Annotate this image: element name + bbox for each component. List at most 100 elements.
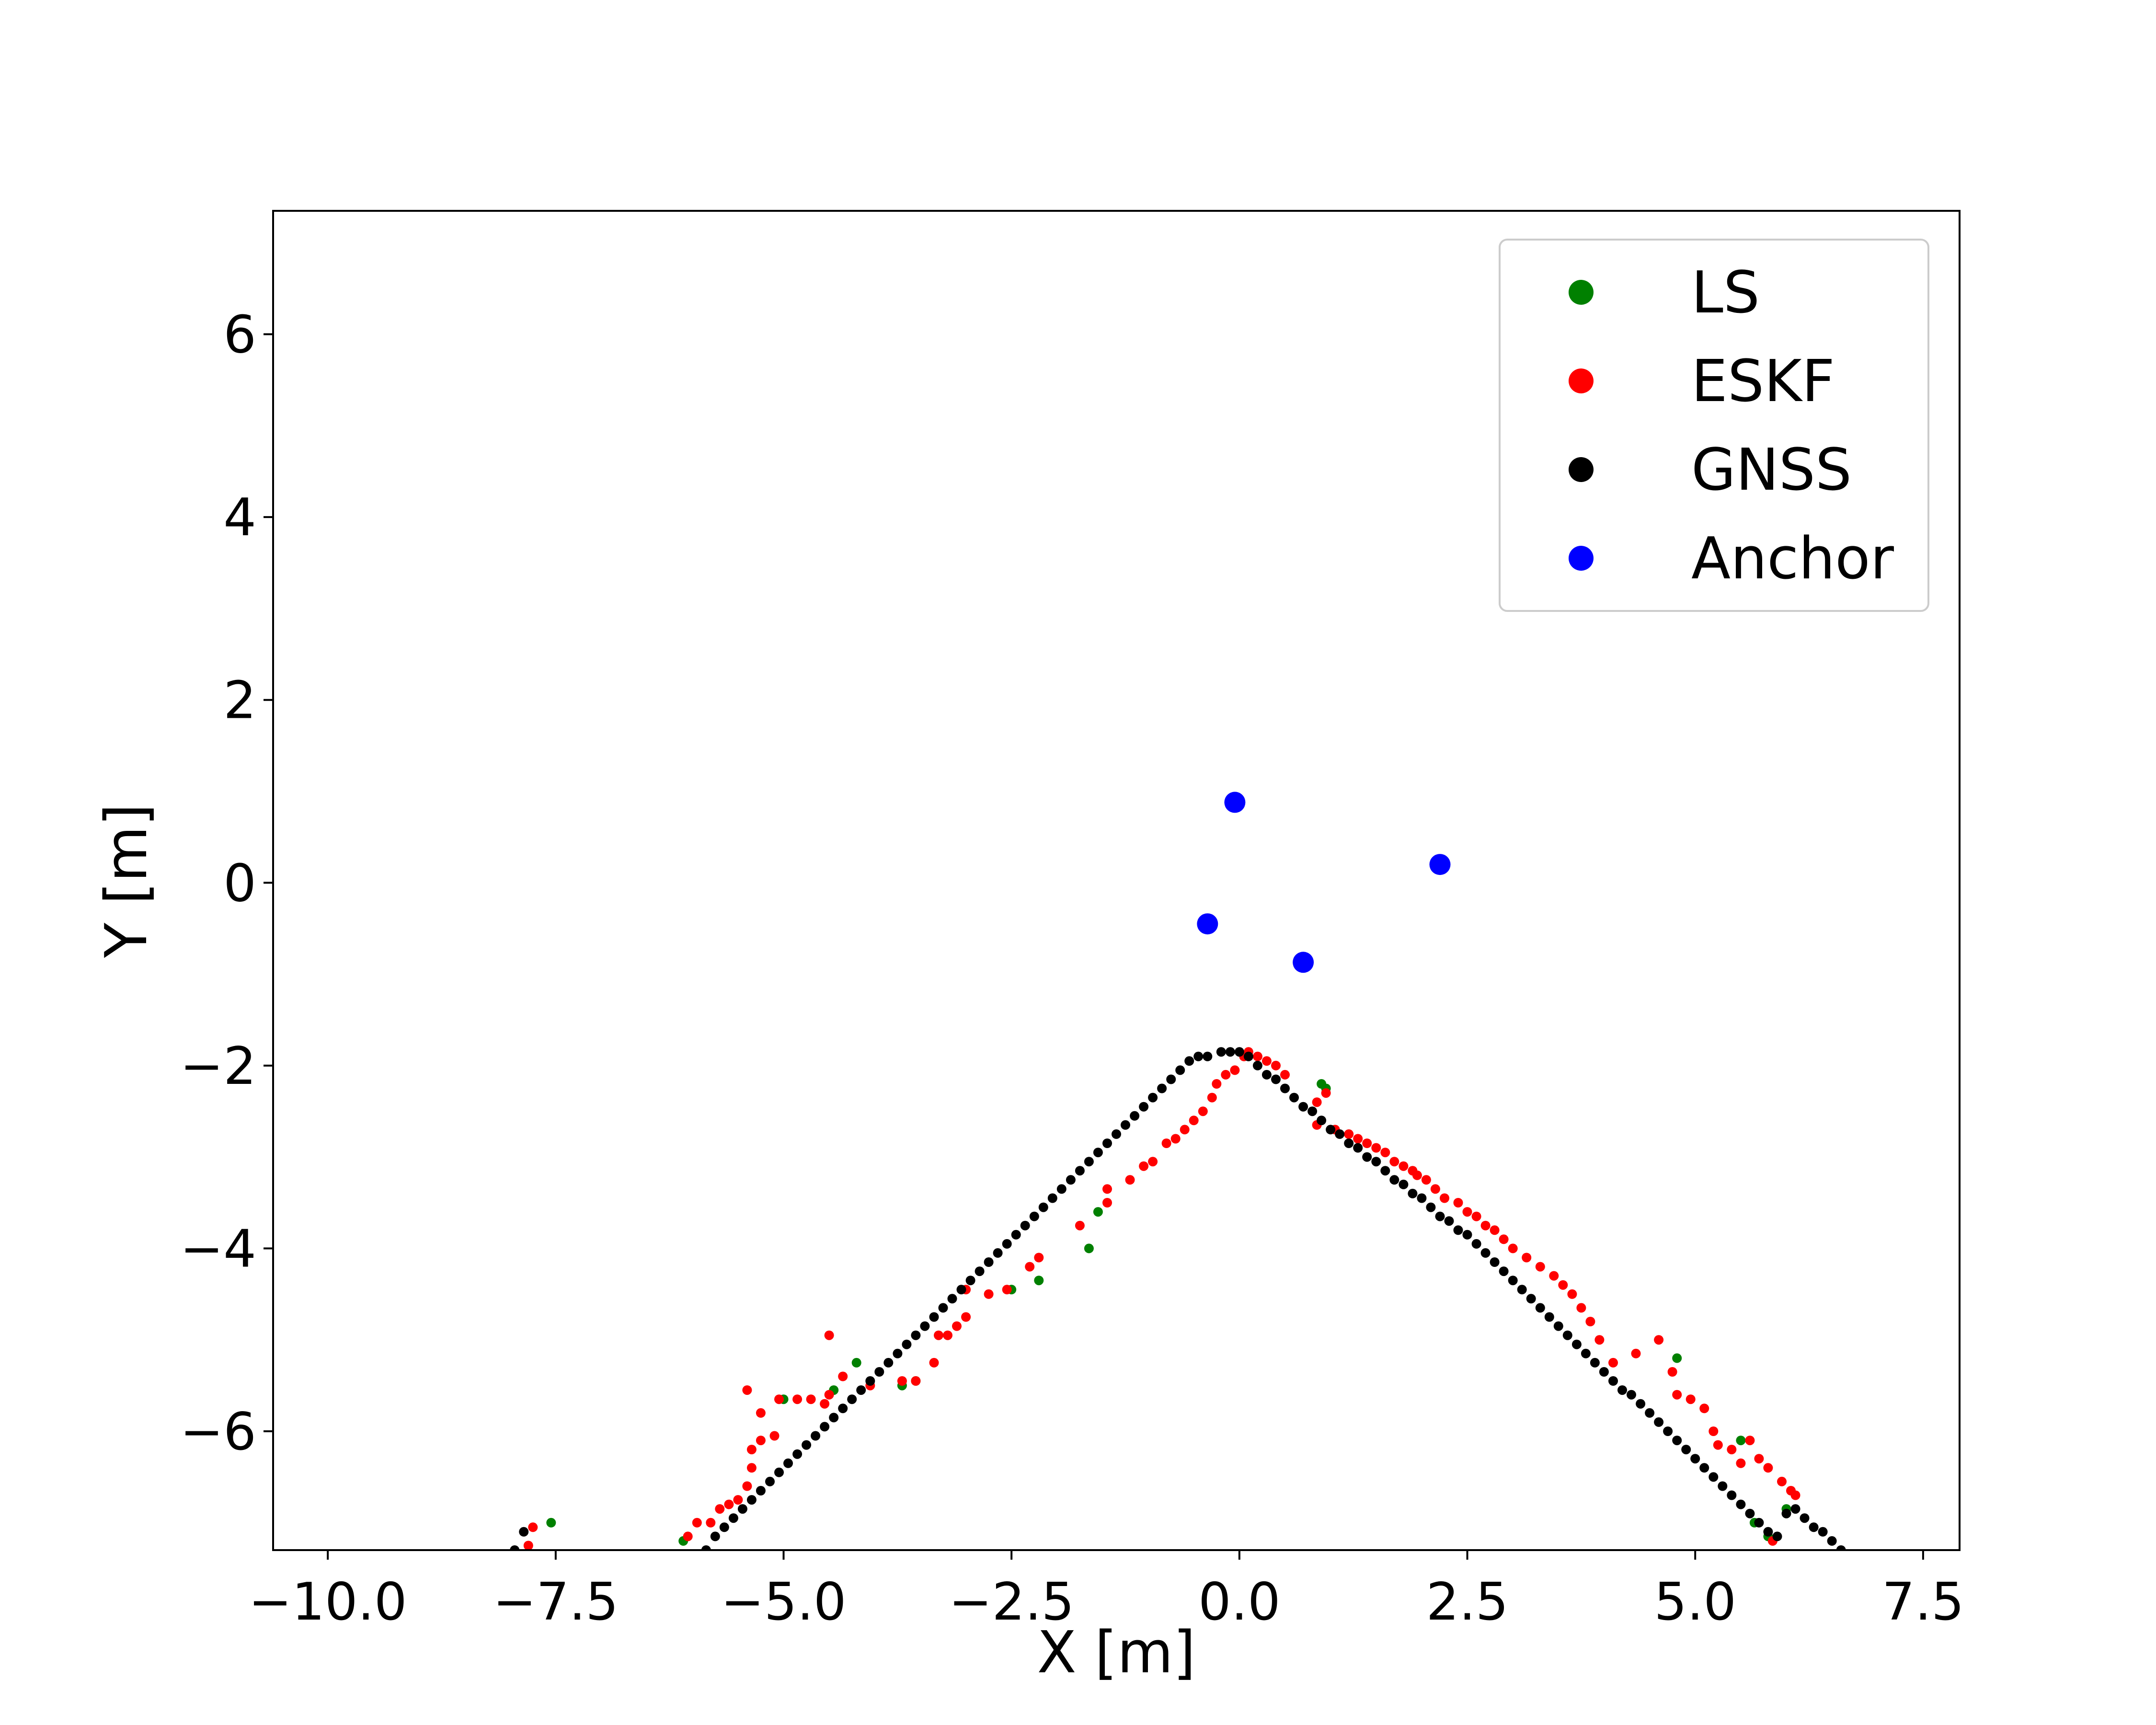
eskf-point <box>1102 1198 1112 1208</box>
eskf-point <box>1362 1138 1372 1148</box>
eskf-point <box>774 1394 784 1404</box>
gnss-point <box>984 1257 994 1267</box>
gnss-point <box>1571 1339 1582 1349</box>
eskf-point <box>1221 1070 1231 1080</box>
gnss-point <box>1139 1102 1149 1112</box>
gnss-point <box>1617 1385 1627 1395</box>
eskf-point <box>952 1321 962 1331</box>
eskf-point <box>683 1531 693 1541</box>
eskf-point <box>746 1463 757 1473</box>
eskf-point <box>1412 1170 1422 1180</box>
eskf-point <box>1471 1211 1481 1221</box>
gnss-point <box>1745 1508 1755 1518</box>
gnss-point <box>510 1545 520 1550</box>
gnss-point <box>1809 1522 1819 1532</box>
gnss-point <box>1157 1083 1167 1093</box>
x-tick-label: −10.0 <box>249 1572 407 1632</box>
eskf-point <box>1312 1097 1322 1107</box>
eskf-point <box>1139 1161 1149 1171</box>
ls-point <box>851 1357 861 1368</box>
eskf-point <box>1453 1198 1463 1208</box>
y-axis-ticks: −6 −4 −2 0 2 4 6 <box>180 305 273 1462</box>
eskf-point <box>1499 1234 1509 1244</box>
eskf-point <box>911 1376 921 1386</box>
gnss-point <box>1298 1102 1308 1112</box>
gnss-point <box>1417 1193 1427 1203</box>
gnss-point <box>1203 1051 1213 1061</box>
eskf-point <box>1667 1367 1677 1377</box>
ls-point <box>546 1518 556 1528</box>
eskf-point <box>820 1399 830 1409</box>
gnss-point <box>728 1513 738 1523</box>
legend-marker-anchor <box>1569 546 1594 571</box>
gnss-point <box>1672 1436 1682 1446</box>
gnss-point <box>993 1248 1003 1258</box>
eskf-point <box>1440 1193 1449 1203</box>
gnss-point <box>1362 1152 1372 1162</box>
eskf-point <box>806 1394 816 1404</box>
gnss-point <box>1544 1312 1554 1322</box>
gnss-point <box>1317 1116 1327 1126</box>
gnss-point <box>719 1522 729 1532</box>
y-axis-title: Y [m] <box>93 804 160 958</box>
gnss-point <box>1271 1074 1281 1084</box>
eskf-point <box>746 1445 757 1455</box>
x-tick-label: 7.5 <box>1882 1572 1964 1632</box>
gnss-point <box>838 1403 848 1414</box>
anchor-point <box>1429 854 1451 875</box>
gnss-point <box>1627 1390 1636 1400</box>
gnss-point <box>1699 1463 1709 1473</box>
gnss-point <box>1280 1083 1290 1093</box>
gnss-point <box>829 1413 839 1423</box>
gnss-point <box>1093 1148 1103 1158</box>
gnss-point <box>792 1449 803 1459</box>
eskf-point <box>1608 1357 1618 1368</box>
gnss-point <box>737 1504 747 1514</box>
gnss-point <box>1380 1166 1390 1176</box>
gnss-point <box>1790 1504 1800 1514</box>
gnss-point <box>1800 1513 1810 1523</box>
y-tick-label: 6 <box>223 305 256 365</box>
eskf-point <box>1421 1175 1431 1185</box>
gnss-point <box>1307 1106 1318 1116</box>
eskf-point <box>1198 1106 1208 1116</box>
gnss-point <box>1353 1143 1363 1153</box>
gnss-point <box>1184 1056 1194 1066</box>
y-tick-label: 0 <box>223 853 256 913</box>
gnss-point <box>1517 1285 1527 1295</box>
gnss-point <box>920 1321 930 1331</box>
eskf-point <box>1745 1436 1755 1446</box>
eskf-point <box>1727 1445 1737 1455</box>
gnss-point <box>1480 1248 1491 1258</box>
eskf-point <box>1125 1175 1135 1185</box>
eskf-point <box>1430 1184 1440 1194</box>
legend-marker-ls <box>1569 280 1594 305</box>
eskf-point <box>1508 1243 1518 1254</box>
gnss-point <box>874 1367 884 1377</box>
gnss-point <box>865 1376 875 1386</box>
eskf-point <box>1161 1138 1171 1148</box>
eskf-point <box>1170 1134 1181 1144</box>
x-axis-ticks: −10.0 −7.5 −5.0 −2.5 0.0 2.5 5.0 7.5 <box>249 1550 1964 1632</box>
y-tick-label: −4 <box>180 1219 256 1279</box>
legend-box <box>1499 239 1929 612</box>
legend: LS ESKF GNSS Anchor <box>1499 239 1929 612</box>
gnss-point <box>1389 1175 1399 1185</box>
legend-marker-eskf <box>1569 368 1594 393</box>
eskf-point <box>715 1504 725 1514</box>
gnss-point <box>1130 1111 1140 1121</box>
gnss-point <box>1526 1294 1536 1304</box>
eskf-point <box>1736 1458 1746 1468</box>
eskf-point <box>1002 1285 1012 1295</box>
gnss-point <box>1727 1490 1737 1500</box>
eskf-point <box>1672 1390 1682 1400</box>
gnss-point <box>902 1339 912 1349</box>
ls-point <box>1034 1276 1044 1286</box>
eskf-point <box>929 1357 939 1368</box>
series-anchor <box>1197 792 1451 973</box>
eskf-point <box>528 1522 538 1532</box>
gnss-point <box>856 1385 866 1395</box>
ls-point <box>1736 1436 1746 1446</box>
eskf-point <box>1321 1088 1331 1098</box>
